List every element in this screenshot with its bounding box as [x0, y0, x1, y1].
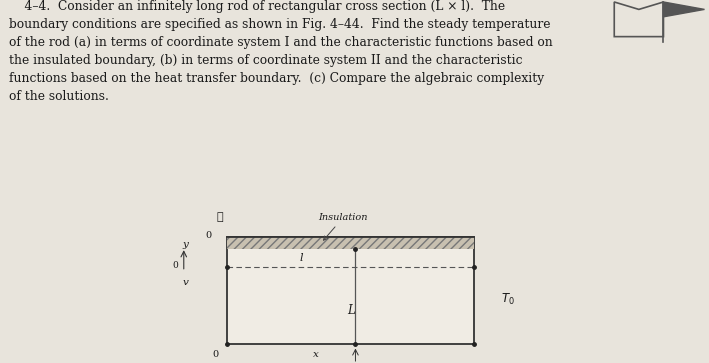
Text: ②: ②: [216, 212, 223, 222]
Text: 0: 0: [172, 261, 178, 270]
Text: x: x: [313, 350, 318, 359]
Text: 4–4.  Consider an infinitely long rod of rectangular cross section (L × l).  The: 4–4. Consider an infinitely long rod of …: [9, 0, 553, 103]
Text: v: v: [183, 278, 189, 287]
Text: $T_0$: $T_0$: [501, 292, 515, 307]
Polygon shape: [664, 2, 705, 17]
Bar: [228, 237, 474, 344]
Text: L: L: [347, 304, 355, 317]
Text: Insulation: Insulation: [318, 213, 368, 240]
Text: l: l: [299, 253, 303, 262]
Text: y: y: [183, 240, 189, 249]
Text: 0: 0: [206, 231, 211, 240]
Bar: [228, 237, 474, 249]
Text: 0: 0: [213, 350, 218, 359]
